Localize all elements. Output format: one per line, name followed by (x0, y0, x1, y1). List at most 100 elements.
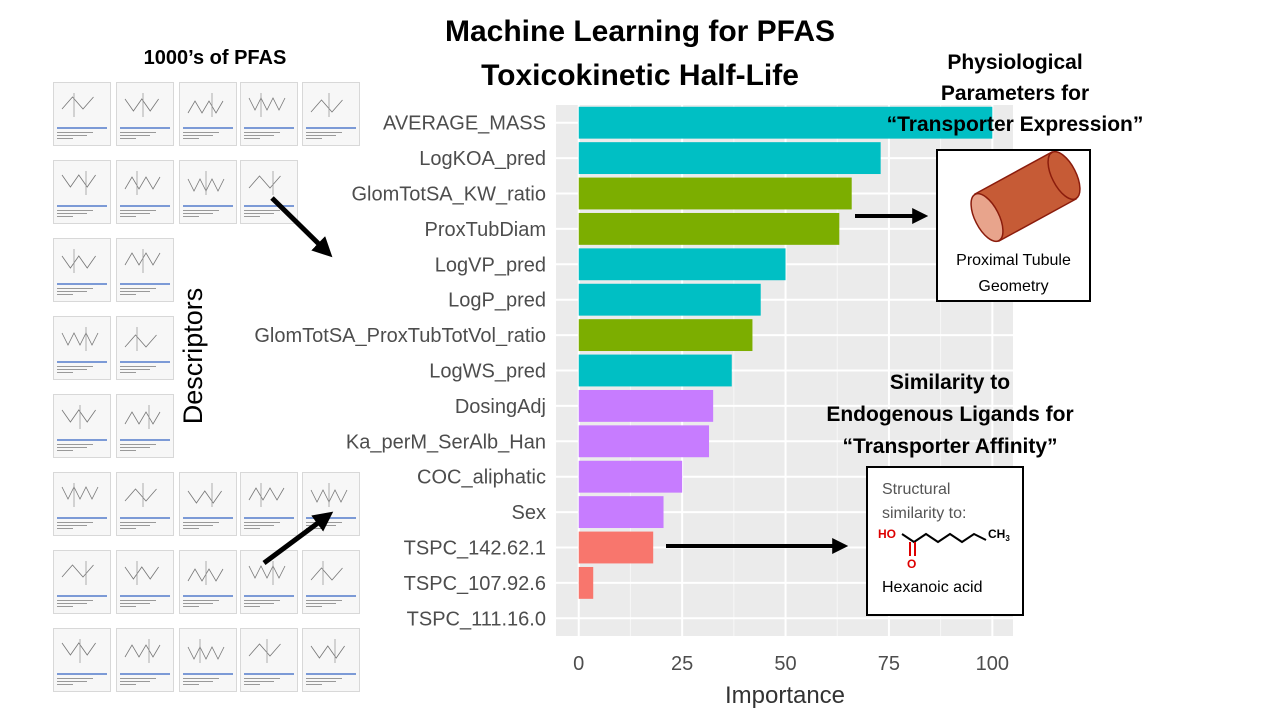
thumbnail-meta-line (120, 366, 156, 367)
molecule-chain (310, 99, 343, 113)
thumbnail-meta-line (57, 213, 87, 214)
molecule-icon (310, 639, 345, 663)
thumbnail-meta-line (57, 135, 87, 136)
thumbnail-caption-line (57, 205, 107, 207)
pfas-structure-thumbnail (179, 82, 237, 146)
thumbnail-caption-line (57, 673, 107, 675)
bar (578, 460, 683, 493)
bar (578, 142, 881, 175)
thumbnail-meta-line (57, 528, 73, 529)
thumbnail-caption-line (120, 439, 170, 441)
thumbnail-meta-line (244, 600, 280, 601)
thumbnail-meta-line (57, 294, 73, 295)
pfas-structure-thumbnail (240, 82, 298, 146)
molecule-icon (61, 171, 96, 195)
category-label: COC_aliphatic (417, 467, 546, 489)
pfas-structure-thumbnail (179, 472, 237, 536)
thumbnail-meta-line (57, 132, 93, 133)
x-tick-label: 100 (976, 653, 1009, 675)
thumbnail-meta-line (120, 525, 150, 526)
category-label: Sex (512, 502, 546, 524)
similarity-line1: Similarity to (889, 371, 1011, 394)
thumbnail-meta-line (57, 606, 73, 607)
pfas-structure-thumbnail (179, 550, 237, 614)
thumbnail-meta-line (120, 294, 136, 295)
molecule-chain (124, 176, 161, 190)
bar (578, 283, 761, 316)
thumbnail-meta-line (57, 369, 87, 370)
thumbnail-meta-line (57, 372, 73, 373)
pfas-structure-thumbnail (53, 472, 111, 536)
thumbnail-caption-line (120, 127, 170, 129)
molecule-chain (124, 566, 159, 580)
pfas-structure-thumbnail (302, 82, 360, 146)
pfas-structure-thumbnail (116, 394, 174, 458)
thumbnail-meta-line (120, 132, 156, 133)
x-tick-label: 25 (671, 653, 693, 675)
physiological-line2: Parameters for (940, 82, 1090, 105)
thumbnail-caption-line (57, 361, 107, 363)
pfas-structure-thumbnail (53, 82, 111, 146)
molecule-icon (124, 639, 161, 663)
molecule-chain (61, 409, 96, 423)
thumbnail-meta-line (120, 210, 156, 211)
thumbnail-meta-line (183, 525, 213, 526)
pfas-structure-thumbnail (53, 628, 111, 692)
molecule-chain (124, 252, 161, 266)
pfas-structure-thumbnail (116, 550, 174, 614)
thumbnail-meta-line (244, 213, 274, 214)
thumbnail-meta-line (120, 522, 156, 523)
molecule-chain (248, 565, 286, 579)
x-tick-label: 50 (774, 653, 796, 675)
thumbnail-caption-line (244, 127, 294, 129)
thumbnail-meta-line (57, 444, 93, 445)
similarity-line3: “Transporter Affinity” (842, 435, 1058, 458)
category-label: TSPC_142.62.1 (404, 538, 546, 560)
thumbnail-meta-line (57, 603, 87, 604)
hexanoic-acid-box: Structural similarity to: HO O CH3 Hexan… (866, 466, 1024, 616)
bar (578, 212, 840, 245)
tube-cylinder-icon (970, 151, 1081, 243)
molecule-icon (61, 483, 99, 507)
thumbnail-meta-line (57, 288, 93, 289)
thumbnail-meta-line (244, 135, 274, 136)
thumbnail-meta-line (244, 684, 260, 685)
pfas-structure-thumbnail (53, 316, 111, 380)
bar (578, 566, 594, 599)
pfas-structure-thumbnail (116, 82, 174, 146)
thumbnail-caption-line (57, 595, 107, 597)
category-label: TSPC_107.92.6 (404, 573, 546, 595)
molecule-chain (61, 255, 96, 269)
thumbnail-caption-line (306, 595, 356, 597)
bar (578, 389, 714, 422)
hexanoic-acid-structure-icon: HO O CH3 (878, 527, 1010, 571)
x-tick-label: 75 (878, 653, 900, 675)
bar (578, 354, 732, 387)
thumbnail-caption-line (57, 283, 107, 285)
molecule-chain (248, 487, 285, 501)
pfas-structure-thumbnail (116, 238, 174, 302)
pfas-structure-thumbnail (53, 394, 111, 458)
thumbnail-meta-line (306, 681, 336, 682)
thumbnail-caption-line (120, 673, 170, 675)
thumbnail-meta-line (57, 216, 73, 217)
similarity-line2: Endogenous Ligands for (826, 403, 1074, 426)
molecule-icon (124, 93, 159, 117)
x-axis-label: Importance (725, 682, 845, 709)
structural-line2: similarity to: (882, 505, 967, 522)
pfas-structure-thumbnail (116, 160, 174, 224)
thumbnail-meta-line (57, 522, 93, 523)
thumbnail-meta-line (57, 450, 73, 451)
ch3-label: CH3 (988, 527, 1010, 543)
thumbnail-meta-line (120, 450, 136, 451)
thumbnail-meta-line (306, 678, 342, 679)
thumbnail-meta-line (120, 678, 156, 679)
molecule-chain (124, 411, 161, 425)
thumbnail-meta-line (183, 522, 219, 523)
molecule-icon (248, 93, 286, 117)
carbonyl-o-label: O (907, 557, 916, 571)
thumbnail-meta-line (57, 447, 87, 448)
thumbnail-meta-line (120, 600, 156, 601)
molecule-chain (248, 175, 281, 189)
pfas-structure-thumbnail (53, 550, 111, 614)
